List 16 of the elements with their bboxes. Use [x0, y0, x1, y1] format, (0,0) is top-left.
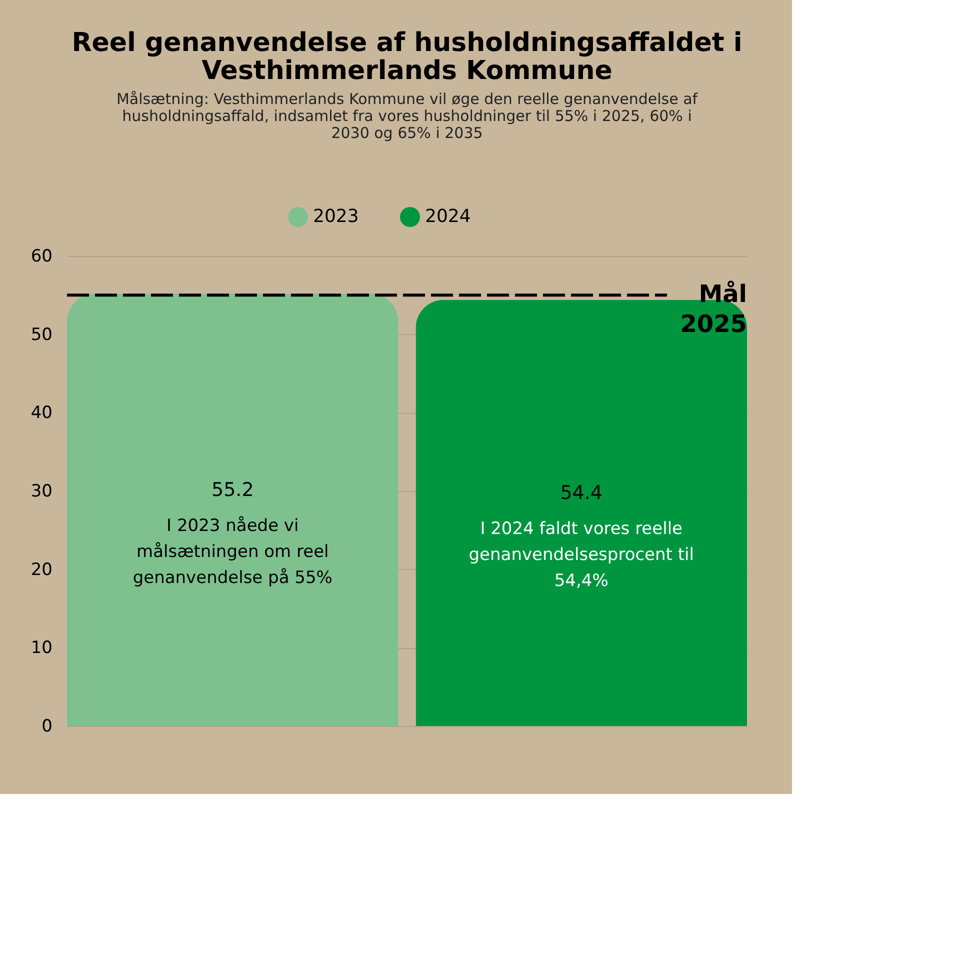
y-tick-label: 0: [42, 716, 52, 736]
annotation: I 2023 nåede vi målsætningen om reel genanvendelse på 55%: [132, 516, 332, 588]
y-tick-label: 20: [30, 560, 52, 580]
y-tick-label: 50: [30, 324, 52, 345]
legend-label: 2024: [425, 206, 471, 227]
y-tick-label: 60: [30, 246, 52, 266]
chart-title: Reel genanvendelse af husholdningsaffaldet i Vesthimmerlands Kommune: [72, 28, 742, 86]
y-tick-label: 10: [30, 638, 52, 658]
chart-subtitle: Målsætning: Vesthimmerlands Kommune vil øge den reelle genanvendelse af husholdningsaffald, indsamlet fra vores husholdninger til 55% i 2025, 60% i 2030 og 65% i 2035: [116, 90, 698, 142]
legend-label: 2023: [313, 206, 359, 227]
y-tick-label: 30: [30, 482, 52, 502]
ref-line-label: Mål 2025: [680, 280, 747, 338]
data-label: 55.2: [211, 478, 254, 501]
annotation: I 2024 faldt vores reelle genanvendelsesprocent til 54,4%: [468, 518, 694, 591]
data-label: 54.4: [560, 482, 603, 504]
y-tick-label: 40: [30, 403, 52, 424]
